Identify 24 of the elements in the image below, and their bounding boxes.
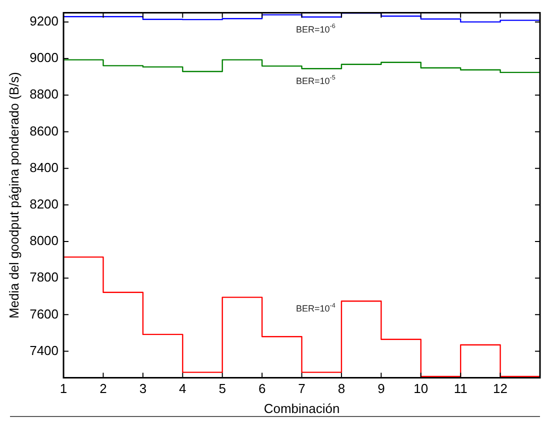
x-tick-label: 9 [378, 381, 385, 396]
x-tick-label: 7 [298, 381, 306, 396]
y-tick-label: 7600 [30, 306, 59, 322]
y-tick-label: 7400 [30, 342, 59, 358]
x-tick-label: 1 [60, 381, 68, 396]
y-tick-label: 9200 [30, 14, 59, 29]
x-tick-label: 11 [454, 381, 468, 396]
y-tick-label: 8200 [30, 196, 59, 212]
x-tick-label: 8 [338, 381, 346, 396]
y-tick-label: 8400 [30, 160, 59, 175]
y-tick-label: 8600 [30, 123, 59, 138]
x-tick-label: 12 [493, 381, 508, 396]
y-axis-title: Media del goodput página ponderado (B/s) [6, 72, 22, 319]
x-tick-label: 10 [414, 381, 428, 396]
x-tick-label: 6 [258, 381, 266, 396]
x-tick-label: 3 [139, 381, 147, 396]
x-axis-title: Combinación [264, 400, 340, 416]
x-tick-label: 2 [100, 381, 107, 396]
x-tick-label: 5 [218, 381, 226, 396]
y-tick-label: 9000 [30, 50, 59, 66]
x-tick-label: 4 [179, 381, 186, 396]
y-tick-label: 8800 [30, 86, 59, 102]
y-tick-label: 8000 [30, 233, 59, 248]
y-tick-label: 7800 [30, 270, 59, 285]
